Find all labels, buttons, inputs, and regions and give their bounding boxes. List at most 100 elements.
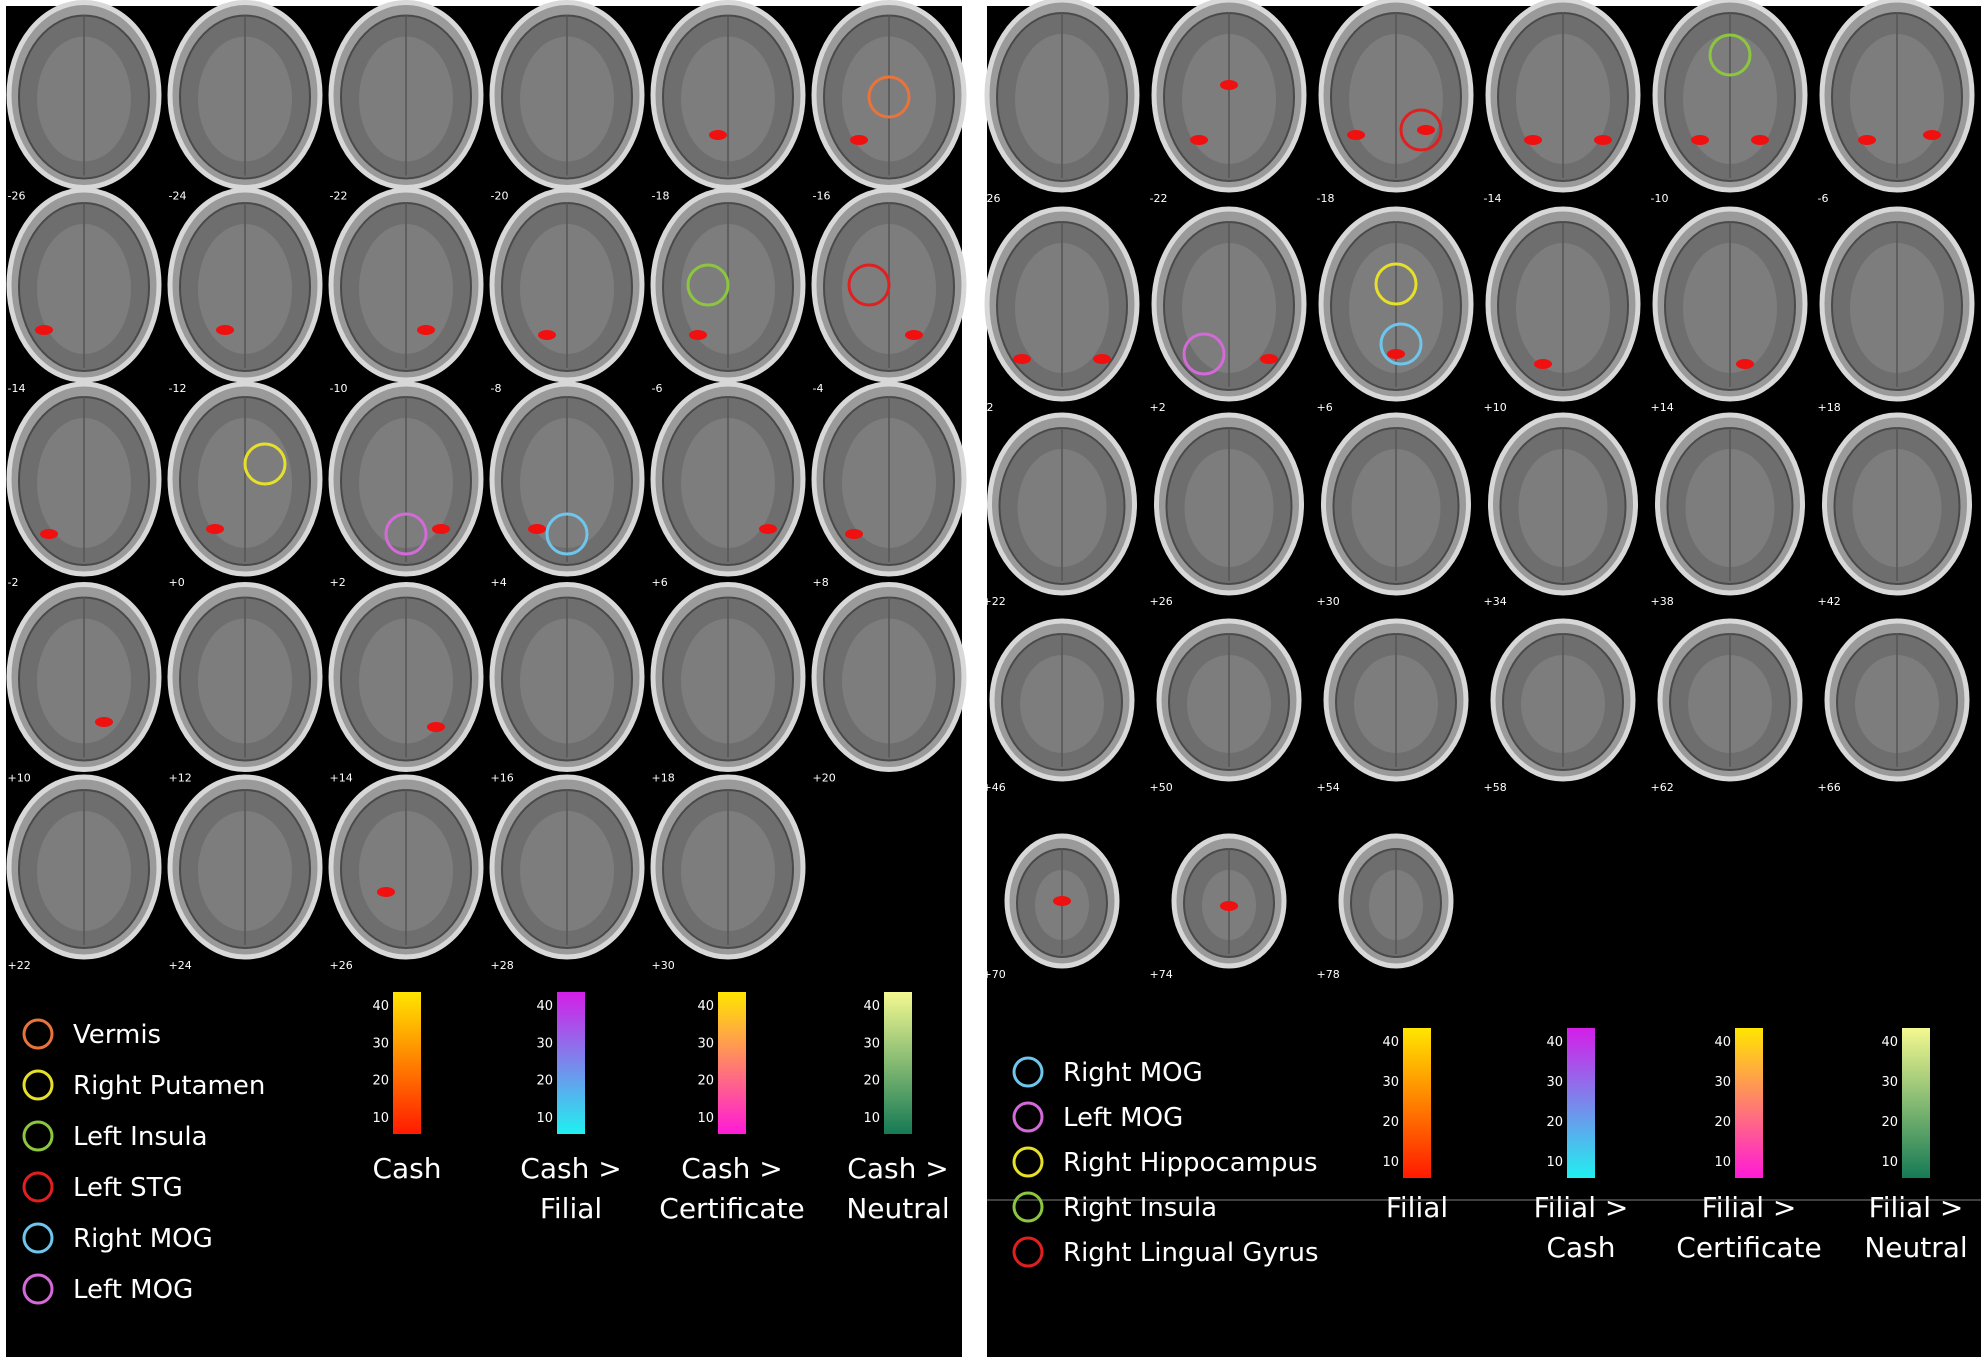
brain-slice bbox=[1318, 0, 1474, 193]
activation bbox=[1013, 354, 1031, 364]
activation bbox=[689, 330, 707, 340]
brain-slice bbox=[1819, 0, 1975, 193]
legend-marker bbox=[1012, 1101, 1044, 1133]
brain-slice bbox=[1488, 412, 1638, 596]
slice-label: +12 bbox=[169, 772, 192, 785]
colorbar-tick: 30 bbox=[372, 1036, 389, 1051]
slice-label: +6 bbox=[1317, 401, 1333, 414]
colorbar-tick: 30 bbox=[1546, 1075, 1563, 1090]
brain-slice bbox=[6, 582, 162, 772]
colorbar bbox=[1403, 1028, 1431, 1178]
activation bbox=[1691, 135, 1709, 145]
colorbar-tick: 10 bbox=[1546, 1155, 1563, 1170]
slice-label: -18 bbox=[652, 190, 670, 203]
colorbar-tick: 30 bbox=[536, 1036, 553, 1051]
slice-label: -2 bbox=[8, 576, 19, 589]
legend-label: Left STG bbox=[73, 1173, 183, 1203]
brain-slice bbox=[1822, 412, 1972, 596]
slice-label: -4 bbox=[813, 382, 824, 395]
activation bbox=[1347, 130, 1365, 140]
legend-label: Right Putamen bbox=[73, 1071, 265, 1101]
slice-label: +2 bbox=[330, 576, 346, 589]
slice-label: -10 bbox=[330, 382, 348, 395]
colorbar-tick: 40 bbox=[536, 999, 553, 1014]
highlight-circle bbox=[545, 512, 589, 556]
brain-slice bbox=[328, 582, 484, 772]
brain-slice bbox=[6, 187, 162, 383]
highlight-circle bbox=[1182, 332, 1226, 376]
brain-slice bbox=[1338, 833, 1454, 969]
highlight-circle bbox=[867, 75, 911, 119]
slice-label: -14 bbox=[1484, 192, 1502, 205]
slice-label: +24 bbox=[169, 959, 192, 972]
colorbar-tick: 20 bbox=[1714, 1115, 1731, 1130]
slice-label: +54 bbox=[1317, 781, 1340, 794]
condition-label: Filial bbox=[1386, 1191, 1448, 1224]
condition-label: Filial > bbox=[1534, 1191, 1629, 1224]
slice-label: -6 bbox=[652, 382, 663, 395]
colorbar-tick: 40 bbox=[372, 999, 389, 1014]
brain-slice bbox=[328, 187, 484, 383]
colorbar-tick: 10 bbox=[697, 1111, 714, 1126]
highlight-circle bbox=[1379, 322, 1423, 366]
legend-marker bbox=[1012, 1146, 1044, 1178]
slice-label: +26 bbox=[1150, 595, 1173, 608]
legend-marker bbox=[22, 1222, 54, 1254]
slice-label: +66 bbox=[1818, 781, 1841, 794]
activation bbox=[538, 330, 556, 340]
slice-label: +70 bbox=[983, 968, 1006, 981]
colorbar-tick: 40 bbox=[1881, 1035, 1898, 1050]
brain-slice bbox=[811, 381, 967, 577]
slice-label: +0 bbox=[169, 576, 185, 589]
colorbar-tick: 30 bbox=[1881, 1075, 1898, 1090]
colorbar bbox=[1567, 1028, 1595, 1178]
colorbar-tick: 20 bbox=[697, 1074, 714, 1089]
condition-label: Cash bbox=[372, 1152, 441, 1185]
brain-slice bbox=[6, 0, 162, 190]
legend-marker bbox=[1012, 1191, 1044, 1223]
condition-label: Cash > bbox=[847, 1152, 948, 1185]
condition-label: Filial bbox=[540, 1192, 602, 1225]
activation bbox=[845, 529, 863, 539]
slice-label: -10 bbox=[1651, 192, 1669, 205]
colorbar-tick: 10 bbox=[1382, 1155, 1399, 1170]
legend-label: Left Insula bbox=[73, 1122, 208, 1152]
brain-slice bbox=[167, 582, 323, 772]
slice-label: -6 bbox=[1818, 192, 1829, 205]
highlight-circle bbox=[384, 512, 428, 556]
right-panel bbox=[987, 6, 1981, 1357]
legend-marker bbox=[22, 1069, 54, 1101]
brain-slice bbox=[650, 0, 806, 190]
brain-slice bbox=[1485, 0, 1641, 193]
brain-slice bbox=[167, 187, 323, 383]
brain-slice bbox=[1824, 618, 1970, 782]
slice-label: -20 bbox=[491, 190, 509, 203]
brain-slice bbox=[1657, 618, 1803, 782]
legend-label: Right MOG bbox=[73, 1224, 213, 1254]
activation bbox=[759, 524, 777, 534]
slice-label: -16 bbox=[813, 190, 831, 203]
slice-label: -12 bbox=[169, 382, 187, 395]
legend-label: Right Insula bbox=[1063, 1193, 1217, 1223]
slice-label: +20 bbox=[813, 772, 836, 785]
activation bbox=[1594, 135, 1612, 145]
brain-slice bbox=[650, 774, 806, 960]
slice-label: +38 bbox=[1651, 595, 1674, 608]
brain-slice bbox=[989, 618, 1135, 782]
brain-slice bbox=[1652, 206, 1808, 402]
colorbar-tick: 30 bbox=[1382, 1075, 1399, 1090]
brain-slice bbox=[987, 412, 1137, 596]
colorbar-tick: 20 bbox=[863, 1074, 880, 1089]
activation bbox=[35, 325, 53, 335]
slice-label: +30 bbox=[652, 959, 675, 972]
brain-slice bbox=[489, 187, 645, 383]
colorbar-tick: 20 bbox=[1881, 1115, 1898, 1130]
activation bbox=[1923, 130, 1941, 140]
activation bbox=[1093, 354, 1111, 364]
slice-label: +2 bbox=[1150, 401, 1166, 414]
brain-slice bbox=[1655, 412, 1805, 596]
activation bbox=[216, 325, 234, 335]
colorbar-tick: 30 bbox=[863, 1036, 880, 1051]
brain-slice bbox=[328, 0, 484, 190]
activation bbox=[1260, 354, 1278, 364]
